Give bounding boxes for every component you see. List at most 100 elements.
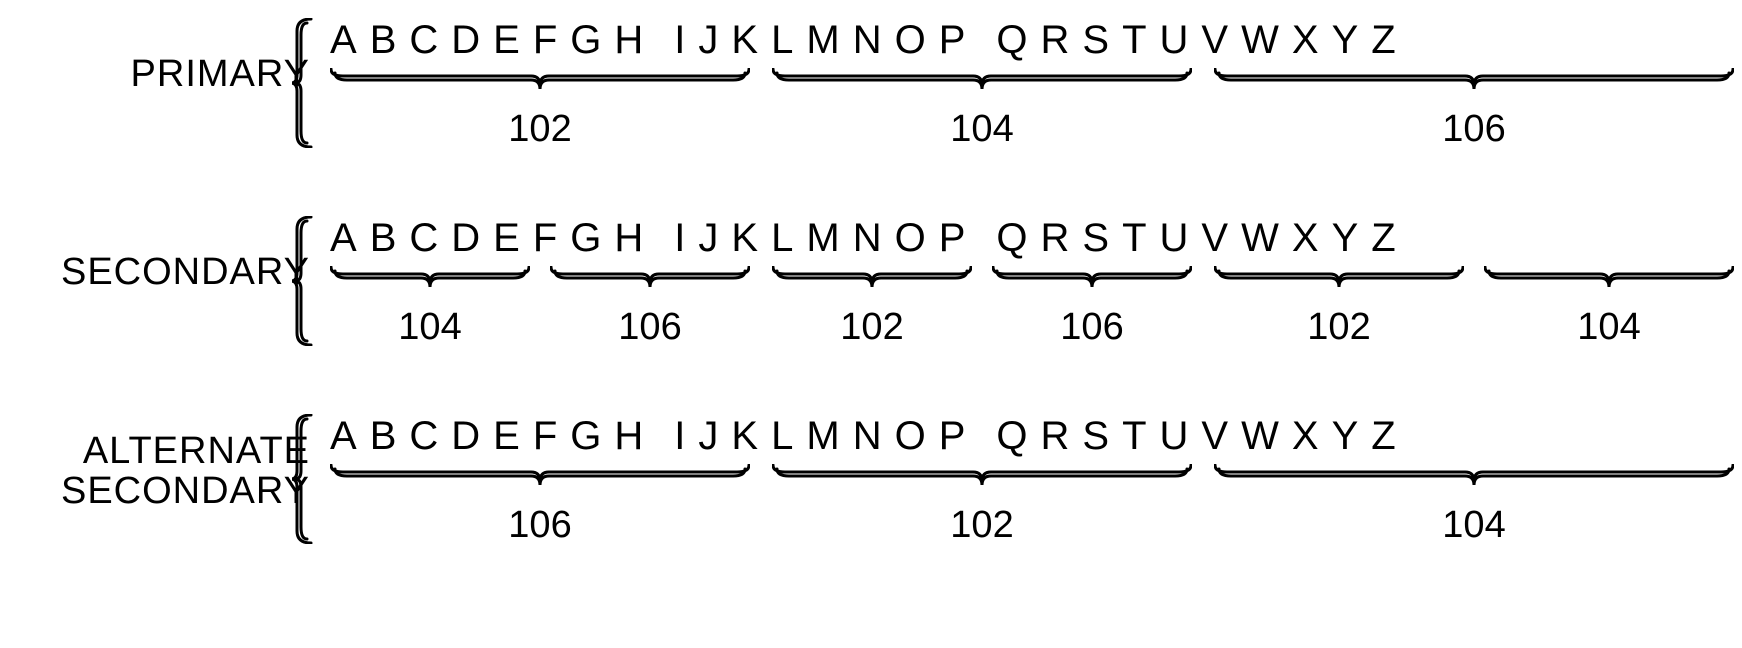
letter: Q	[996, 414, 1040, 458]
letter: G	[570, 18, 614, 62]
group-ref-number: 102	[772, 306, 972, 349]
group-ref-number: 102	[1214, 306, 1464, 349]
letter: I	[674, 216, 698, 260]
letter: B	[370, 414, 410, 458]
group-ref-number: 106	[330, 504, 750, 547]
under-brace	[1214, 266, 1464, 296]
letter: E	[493, 216, 533, 260]
letter: U	[1160, 216, 1202, 260]
letter: S	[1082, 216, 1122, 260]
letter: P	[939, 18, 979, 62]
letter: P	[939, 414, 979, 458]
letter: D	[451, 18, 493, 62]
letter: G	[570, 414, 614, 458]
letter: R	[1041, 414, 1083, 458]
under-brace	[772, 266, 972, 296]
row-label-line: PRIMARY	[131, 55, 310, 95]
letter: L	[771, 18, 806, 62]
letter: K	[731, 18, 771, 62]
under-brace	[772, 464, 1192, 494]
letter: U	[1160, 18, 1202, 62]
letter: U	[1160, 414, 1202, 458]
letter: V	[1201, 414, 1241, 458]
group-ref-number: 102	[772, 504, 1192, 547]
group-ref-number: 104	[1484, 306, 1734, 349]
letter: F	[533, 216, 570, 260]
letter: O	[895, 216, 939, 260]
letter: B	[370, 216, 410, 260]
letter: Z	[1371, 18, 1408, 62]
letter: Z	[1371, 216, 1408, 260]
letter: F	[533, 18, 570, 62]
figure-root: PRIMARYABCDEFGHIJKLMNOPQRSTUVWXYZ1021041…	[0, 0, 1742, 648]
letter: P	[939, 216, 979, 260]
under-brace	[330, 464, 750, 494]
under-brace	[772, 68, 1192, 98]
letter: D	[451, 414, 493, 458]
letter: G	[570, 216, 614, 260]
letter: H	[614, 216, 656, 260]
letter: E	[493, 414, 533, 458]
group-ref-number: 104	[772, 108, 1192, 151]
letter: B	[370, 18, 410, 62]
under-brace	[330, 266, 530, 296]
row-label-line: SECONDARY	[61, 253, 310, 293]
letter: F	[533, 414, 570, 458]
letter: O	[895, 18, 939, 62]
under-brace	[992, 266, 1192, 296]
letter: H	[614, 18, 656, 62]
left-brace	[292, 216, 318, 346]
letter: X	[1292, 216, 1332, 260]
letter: M	[806, 216, 852, 260]
letter: S	[1082, 18, 1122, 62]
letter: W	[1241, 414, 1292, 458]
alphabet-row: ABCDEFGHIJKLMNOPQRSTUVWXYZ	[330, 18, 1409, 63]
letter: R	[1041, 216, 1083, 260]
letter: S	[1082, 414, 1122, 458]
letter: C	[409, 18, 451, 62]
letter: T	[1122, 414, 1159, 458]
letter: N	[853, 414, 895, 458]
group-ref-number: 106	[1214, 108, 1734, 151]
letter: O	[895, 414, 939, 458]
letter: X	[1292, 18, 1332, 62]
letter: Q	[996, 18, 1040, 62]
under-brace	[1214, 464, 1734, 494]
letter: J	[698, 18, 731, 62]
left-brace	[292, 414, 318, 544]
letter: C	[409, 216, 451, 260]
letter: I	[674, 18, 698, 62]
letter: I	[674, 414, 698, 458]
group-ref-number: 102	[330, 108, 750, 151]
letter: Y	[1332, 216, 1372, 260]
under-brace	[1214, 68, 1734, 98]
letter: Y	[1332, 18, 1372, 62]
letter: Q	[996, 216, 1040, 260]
letter: J	[698, 414, 731, 458]
letter: L	[771, 414, 806, 458]
letter: V	[1201, 18, 1241, 62]
under-brace	[1484, 266, 1734, 296]
letter: W	[1241, 216, 1292, 260]
letter: T	[1122, 18, 1159, 62]
letter: V	[1201, 216, 1241, 260]
letter: K	[731, 216, 771, 260]
letter: A	[330, 414, 370, 458]
alphabet-row: ABCDEFGHIJKLMNOPQRSTUVWXYZ	[330, 414, 1409, 459]
alphabet-row: ABCDEFGHIJKLMNOPQRSTUVWXYZ	[330, 216, 1409, 261]
row-label-line: ALTERNATE	[61, 432, 310, 472]
group-ref-number: 106	[992, 306, 1192, 349]
letter: R	[1041, 18, 1083, 62]
letter: H	[614, 414, 656, 458]
letter: T	[1122, 216, 1159, 260]
letter: W	[1241, 18, 1292, 62]
row-label-primary: PRIMARY	[131, 55, 310, 95]
letter: N	[853, 216, 895, 260]
letter: E	[493, 18, 533, 62]
letter: A	[330, 216, 370, 260]
letter: Z	[1371, 414, 1408, 458]
row-label-line: SECONDARY	[61, 472, 310, 512]
group-ref-number: 106	[550, 306, 750, 349]
letter: N	[853, 18, 895, 62]
group-ref-number: 104	[330, 306, 530, 349]
